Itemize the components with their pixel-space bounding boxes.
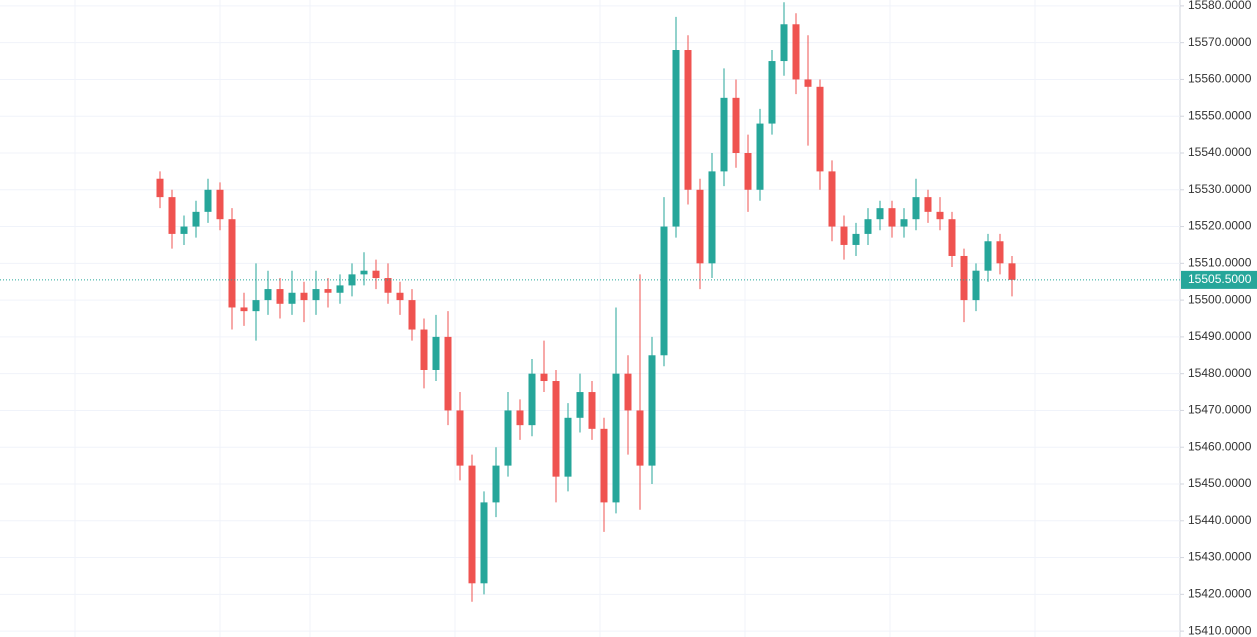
candle-body [468, 465, 476, 584]
candle-body [612, 373, 620, 503]
y-tick-label: 15420.0000 [1188, 587, 1252, 601]
y-tick-label: 15490.0000 [1188, 329, 1252, 343]
candle-body [624, 373, 632, 411]
candle-body [192, 211, 200, 227]
candle-body [660, 226, 668, 356]
candle-body [936, 211, 944, 220]
candle-body [228, 219, 236, 308]
candle-body [372, 270, 380, 279]
candle-body [480, 502, 488, 584]
candle-body [576, 392, 584, 418]
y-tick-label: 15450.0000 [1188, 476, 1252, 490]
candle-body [336, 285, 344, 293]
candle-body [444, 336, 452, 411]
candle-body [432, 336, 440, 370]
candle-body [720, 97, 728, 172]
candle-body [744, 152, 752, 190]
candle-body [984, 241, 992, 271]
candle-body [828, 171, 836, 227]
candle-body [960, 255, 968, 301]
candle-body [252, 300, 260, 312]
y-tick-label: 15460.0000 [1188, 439, 1252, 453]
candle-body [684, 50, 692, 190]
candle-body [456, 410, 464, 466]
candle-body [324, 289, 332, 293]
candle-body [276, 289, 284, 304]
candle-body [948, 219, 956, 256]
candle-body [528, 373, 536, 426]
candle-body [552, 381, 560, 477]
y-tick-label: 15510.0000 [1188, 256, 1252, 270]
candle-body [504, 410, 512, 466]
candle-body [636, 410, 644, 466]
candle-body [564, 417, 572, 477]
candle-body [972, 270, 980, 301]
candle-body [420, 329, 428, 370]
y-tick-label: 15550.0000 [1188, 108, 1252, 122]
y-tick-label: 15440.0000 [1188, 513, 1252, 527]
y-tick-label: 15410.0000 [1188, 623, 1252, 637]
y-tick-label: 15500.0000 [1188, 292, 1252, 306]
candle-body [780, 24, 788, 62]
candle-body [876, 208, 884, 220]
y-tick-label: 15560.0000 [1188, 72, 1252, 86]
last-price-label: 15505.5000 [1188, 272, 1252, 286]
candle-body [696, 189, 704, 264]
candle-body [912, 197, 920, 220]
candle-body [900, 219, 908, 227]
candle-body [264, 289, 272, 301]
candle-body [864, 219, 872, 234]
candle-body [756, 123, 764, 190]
y-tick-label: 15570.0000 [1188, 35, 1252, 49]
candle-body [768, 61, 776, 124]
candle-body [360, 270, 368, 275]
candle-body [516, 410, 524, 426]
candle-body [996, 241, 1004, 264]
candle-body [792, 24, 800, 80]
candle-body [804, 79, 812, 87]
last-price-box [1181, 270, 1257, 289]
candle-body [312, 289, 320, 301]
candle-body [672, 50, 680, 227]
candle-body [708, 171, 716, 264]
candle-body [204, 189, 212, 212]
candle-body [888, 208, 896, 227]
candle-body [168, 197, 176, 234]
candle-body [840, 226, 848, 245]
candle-body [384, 278, 392, 293]
candle-body [588, 392, 596, 429]
candle-body [288, 292, 296, 304]
candle-body [600, 428, 608, 503]
y-tick-label: 15580.0000 [1188, 0, 1252, 12]
candle-body [1008, 263, 1016, 280]
candle-body [816, 86, 824, 172]
candle-body [852, 233, 860, 245]
candle-body [156, 178, 164, 198]
candle-body [732, 97, 740, 153]
candle-body [492, 465, 500, 503]
y-tick-label: 15470.0000 [1188, 403, 1252, 417]
candle-body [408, 300, 416, 330]
candle-body [300, 292, 308, 301]
candle-body [540, 373, 548, 382]
y-tick-label: 15430.0000 [1188, 550, 1252, 564]
candle-body [648, 355, 656, 466]
vertical-grid [74, 0, 1036, 637]
y-tick-label: 15530.0000 [1188, 182, 1252, 196]
y-tick-label: 15540.0000 [1188, 145, 1252, 159]
y-tick-label: 15520.0000 [1188, 219, 1252, 233]
candle-body [240, 307, 248, 312]
candle-body [396, 292, 404, 301]
candle-body [216, 189, 224, 220]
candle-body [924, 197, 932, 212]
y-tick-label: 15480.0000 [1188, 366, 1252, 380]
candle-body [180, 226, 188, 234]
